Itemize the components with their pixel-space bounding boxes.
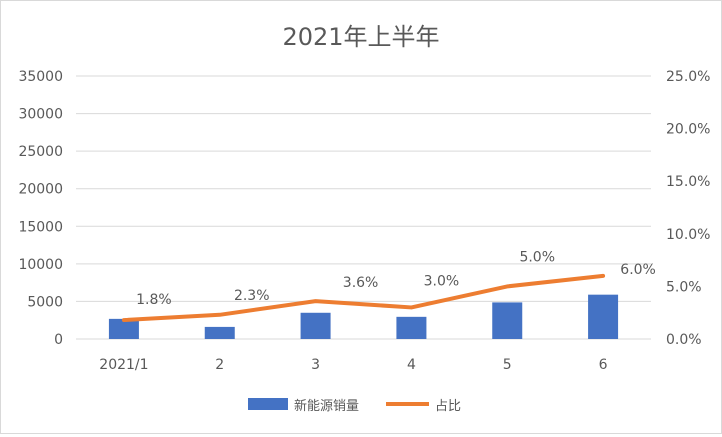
legend-label-line: 占比: [435, 399, 461, 414]
x-axis-tick: 2: [215, 357, 224, 373]
right-axis-tick: 15.0%: [666, 174, 710, 190]
left-axis-tick: 30000: [18, 107, 63, 123]
right-axis-tick: 5.0%: [666, 279, 702, 295]
data-label: 6.0%: [620, 262, 656, 278]
data-label: 2.3%: [234, 288, 270, 304]
bar: [492, 302, 523, 339]
left-axis-tick: 25000: [18, 144, 63, 160]
legend-swatch-bar: [248, 398, 288, 410]
right-axis-tick: 20.0%: [666, 122, 710, 138]
left-axis-tick: 5000: [27, 294, 63, 310]
x-axis-tick: 3: [311, 357, 320, 373]
data-label: 3.6%: [343, 275, 379, 291]
left-axis-tick: 20000: [18, 182, 63, 198]
bar: [204, 326, 235, 339]
chart-title: 2021年上半年: [282, 23, 439, 51]
x-axis-tick: 4: [407, 357, 416, 373]
data-label: 1.8%: [136, 292, 172, 308]
bar: [300, 312, 331, 339]
legend: 新能源销量 占比: [248, 398, 461, 414]
bar: [588, 294, 619, 339]
left-axis-tick: 15000: [18, 219, 63, 235]
x-axis-tick: 5: [503, 357, 512, 373]
left-axis-tick: 35000: [18, 69, 63, 85]
right-axis-tick: 0.0%: [666, 332, 702, 348]
data-label: 5.0%: [519, 249, 555, 265]
right-axis-tick: 10.0%: [666, 227, 710, 243]
x-axis-tick: 2021/1: [99, 357, 148, 373]
legend-label-bar: 新能源销量: [294, 398, 359, 414]
bar: [108, 318, 139, 339]
left-axis-tick: 10000: [18, 257, 63, 273]
line-series: [121, 273, 606, 323]
data-label: 3.0%: [424, 273, 460, 289]
right-axis-tick: 25.0%: [666, 69, 710, 85]
x-axis-tick: 6: [599, 357, 608, 373]
left-axis-tick: 0: [54, 332, 63, 348]
bar: [396, 316, 427, 339]
